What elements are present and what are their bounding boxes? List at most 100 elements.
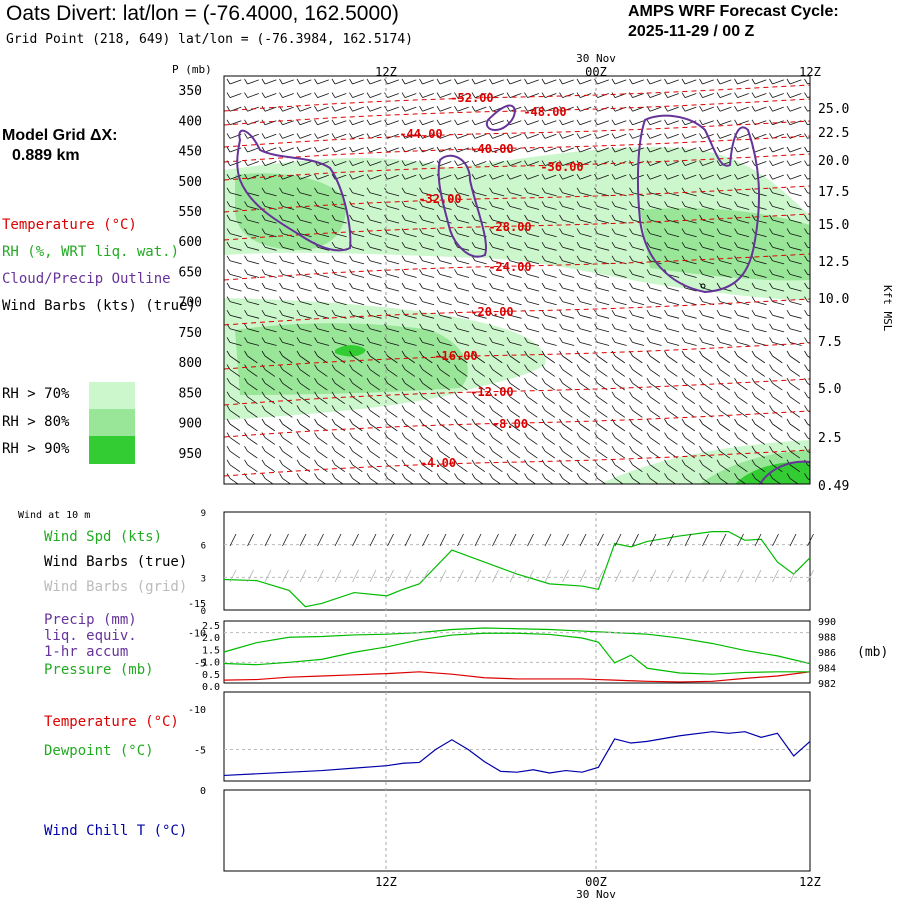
wind-barb-flag <box>436 92 441 98</box>
wind-barb <box>719 106 732 112</box>
wind-barb-flag <box>734 269 738 275</box>
wind-barb-flag <box>699 337 703 343</box>
wind-barb <box>439 174 452 180</box>
wind-barb-flag <box>611 214 616 221</box>
wind-barb <box>737 79 749 85</box>
wind-barb <box>649 342 662 346</box>
sfc-wind-barb-grid <box>632 569 639 583</box>
wind-barb <box>509 206 522 210</box>
wind-barb-flag <box>611 323 616 330</box>
wind-barb <box>807 450 810 454</box>
wind-barb-flag <box>419 337 423 343</box>
wind-barb <box>702 246 715 251</box>
wind-barb <box>229 93 242 98</box>
wind-barb <box>527 147 539 153</box>
wind-barb <box>509 437 521 445</box>
wind-barb-flag <box>419 160 423 166</box>
wind-barb-flag <box>349 377 353 384</box>
wind-tick-label: 0 <box>201 607 206 617</box>
wind-barb <box>404 369 416 377</box>
wind-barb-flag <box>279 445 283 452</box>
wind-barb <box>439 287 452 292</box>
height-tick-label: 12.5 <box>818 255 849 270</box>
wind-barb <box>509 396 521 405</box>
wind-barb <box>457 464 468 473</box>
wind-barb-flag <box>699 296 703 302</box>
height-tick-label: 10.0 <box>818 292 849 307</box>
pressure-tick-label: 950 <box>179 447 202 462</box>
wind-barb <box>247 147 259 153</box>
wind-barb <box>719 314 732 319</box>
wind-barb-flag <box>769 214 773 221</box>
wind-barb <box>527 79 539 85</box>
wind-barb <box>562 478 572 484</box>
wind-barb <box>737 274 750 278</box>
wind-barb-flag <box>664 432 668 438</box>
wind-barb <box>404 464 416 473</box>
wind-barb <box>649 478 659 484</box>
wind-barb <box>282 79 294 85</box>
wind-barb <box>299 396 311 405</box>
wind-barb-flag <box>506 405 511 411</box>
wind-barb <box>317 206 330 210</box>
wind-barb <box>264 478 274 484</box>
wind-barb <box>649 382 661 391</box>
wind-barb <box>247 437 258 445</box>
wind-barb <box>457 437 468 445</box>
wind-barb-flag <box>541 160 546 166</box>
wind-barb-flag <box>296 309 301 316</box>
wind-barb <box>439 301 452 306</box>
isotherm-line <box>224 185 810 213</box>
wind-barb <box>387 437 398 445</box>
wind-barb-flag <box>296 133 301 139</box>
wind-barb-flag <box>401 418 406 425</box>
wind-barb <box>719 233 732 238</box>
wind-barb <box>719 382 731 391</box>
wind-barb-flag <box>734 445 738 452</box>
wind-barb-flag <box>349 214 353 221</box>
wind-barb <box>369 382 381 391</box>
wind-barb-flag <box>454 418 458 425</box>
wind-barb <box>579 355 591 364</box>
wind-barb <box>334 192 347 197</box>
wind-barb-flag <box>506 459 511 466</box>
wind-barb <box>282 219 295 224</box>
wind-barb-flag <box>769 146 773 153</box>
wind-barb <box>562 260 575 265</box>
wind-barb-flag <box>664 418 668 425</box>
wind-barb-flag <box>279 201 283 207</box>
sfc-wind-barb-grid <box>229 569 237 583</box>
wind-barb-flag <box>716 377 721 384</box>
wind-barb <box>509 233 522 238</box>
wind-barb-flag <box>279 282 283 289</box>
wind-barb <box>422 274 435 278</box>
wind-barb <box>317 260 330 265</box>
wind-barb <box>474 120 487 126</box>
wind-barb <box>702 478 712 484</box>
precip-tick-label: 2.5 <box>202 621 220 632</box>
wind-barb <box>299 314 312 319</box>
wind-barb <box>544 382 556 391</box>
wind-barb-flag <box>331 350 336 357</box>
wind-barb-flag <box>436 309 441 316</box>
wind-barb <box>282 260 295 265</box>
wind-barb <box>457 174 469 180</box>
wind-barb <box>667 423 678 432</box>
wind-barb-flag <box>646 432 651 438</box>
wind-barb-flag <box>524 282 528 289</box>
wind-barb <box>544 437 556 445</box>
wind-barb <box>422 437 433 445</box>
bottom-date-label: 30 Nov <box>576 888 616 900</box>
wind-barb-flag <box>629 228 633 234</box>
wind-barb-flag <box>699 92 703 98</box>
wind-barb-flag <box>681 337 686 343</box>
wind-barb-flag <box>804 146 808 153</box>
wind-barb-flag <box>541 78 546 85</box>
wind-barb <box>614 328 627 333</box>
wind-barb <box>544 133 557 139</box>
wind-barb <box>474 192 487 197</box>
wind-barb-flag <box>699 160 703 166</box>
wind-barb-flag <box>489 269 493 275</box>
wind-barb-flag <box>454 105 458 112</box>
wind-barb <box>352 396 363 405</box>
